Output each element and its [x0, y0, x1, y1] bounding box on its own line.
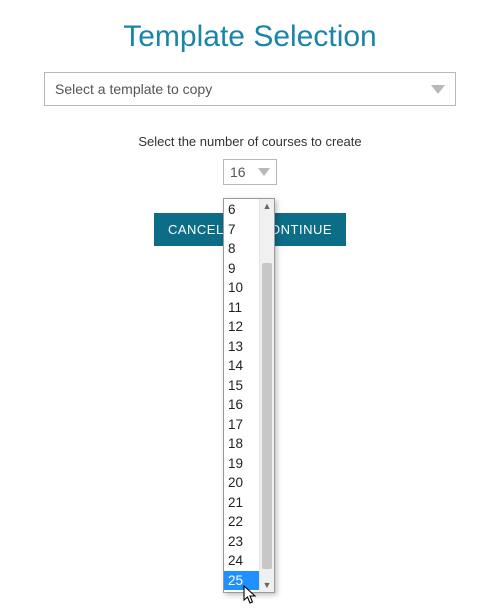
template-select-dropdown[interactable]: Select a template to copy: [44, 72, 456, 106]
scroll-up-arrow[interactable]: ▲: [260, 199, 274, 213]
dropdown-option[interactable]: 23: [224, 532, 259, 552]
course-count-value: 16: [230, 164, 246, 180]
chevron-down-icon: [431, 85, 445, 94]
chevron-down-icon: [258, 168, 270, 176]
scroll-thumb[interactable]: [262, 263, 272, 569]
dropdown-option[interactable]: 6: [224, 200, 259, 220]
page-title: Template Selection: [0, 20, 500, 54]
dropdown-option[interactable]: 13: [224, 337, 259, 357]
course-count-label: Select the number of courses to create: [0, 134, 500, 149]
dropdown-option[interactable]: 18: [224, 434, 259, 454]
template-select-placeholder: Select a template to copy: [55, 81, 212, 97]
dropdown-option[interactable]: 15: [224, 376, 259, 396]
dropdown-option[interactable]: 16: [224, 395, 259, 415]
dropdown-option[interactable]: 17: [224, 415, 259, 435]
dropdown-option[interactable]: 24: [224, 551, 259, 571]
dropdown-option[interactable]: 21: [224, 493, 259, 513]
dropdown-option[interactable]: 9: [224, 259, 259, 279]
scroll-down-arrow[interactable]: ▼: [260, 578, 274, 592]
dropdown-option[interactable]: 19: [224, 454, 259, 474]
dropdown-scrollbar[interactable]: ▲ ▼: [259, 199, 274, 592]
dropdown-option[interactable]: 22: [224, 512, 259, 532]
dropdown-option[interactable]: 25: [224, 571, 259, 591]
dropdown-option[interactable]: 11: [224, 298, 259, 318]
dropdown-option[interactable]: 8: [224, 239, 259, 259]
course-count-dropdown-list[interactable]: 678910111213141516171819202122232425 ▲ ▼: [223, 198, 275, 593]
dropdown-option[interactable]: 20: [224, 473, 259, 493]
dropdown-option[interactable]: 12: [224, 317, 259, 337]
course-count-dropdown[interactable]: 16: [223, 159, 277, 185]
dropdown-option[interactable]: 10: [224, 278, 259, 298]
dropdown-option[interactable]: 7: [224, 220, 259, 240]
dropdown-option[interactable]: 14: [224, 356, 259, 376]
